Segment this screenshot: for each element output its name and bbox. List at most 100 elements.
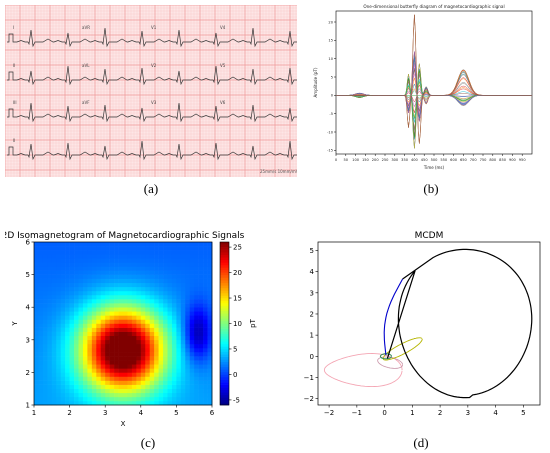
heatmap-cell (167, 278, 173, 284)
heatmap-cell (51, 282, 57, 288)
heatmap-cell (118, 258, 124, 263)
heatmap-cell (105, 242, 110, 247)
heatmap-cell (56, 352, 61, 357)
heatmap-cell (74, 380, 79, 385)
heatmap-cell (131, 388, 137, 394)
heatmap-cell (82, 327, 88, 332)
heatmap-cell (34, 327, 39, 332)
heatmap-cell (185, 278, 191, 284)
heatmap-cell (42, 380, 48, 385)
heatmap-cell (154, 352, 159, 357)
x-tick-label: 0 (335, 158, 338, 162)
heatmap-cell (114, 242, 119, 247)
heatmap-cell (51, 250, 57, 255)
heatmap-cell (74, 274, 79, 279)
heatmap-cell (105, 254, 110, 259)
heatmap-cell (145, 323, 150, 328)
heatmap-cell (96, 242, 102, 247)
heatmap-cell (82, 250, 88, 255)
heatmap-cell (198, 364, 204, 369)
heatmap-cell (140, 343, 146, 349)
colorbar-step (220, 348, 229, 352)
heatmap-cell (154, 327, 159, 332)
heatmap-cell (118, 347, 124, 353)
heatmap-cell (47, 315, 53, 320)
heatmap-cell (149, 372, 155, 377)
heatmap-cell (127, 376, 133, 381)
colorbar-step (220, 382, 229, 385)
heatmap-cell (194, 258, 199, 263)
heatmap-cell (176, 331, 182, 337)
heatmap-cell (56, 392, 61, 398)
heatmap-cell (91, 376, 97, 381)
heatmap-cell (65, 250, 70, 255)
heatmap-cell (34, 388, 39, 394)
heatmap-cell (82, 372, 88, 377)
heatmap-cell (65, 323, 70, 328)
heatmap-cell (158, 364, 164, 369)
heatmap-cell (167, 262, 173, 267)
heatmap-cell (203, 356, 208, 361)
heatmap-cell (56, 396, 61, 402)
heatmap-cell (34, 278, 39, 284)
x-tick-label: 800 (489, 158, 497, 162)
heatmap-cell (65, 331, 70, 337)
heatmap-cell (136, 258, 142, 263)
heatmap-cell (198, 343, 204, 349)
heatmap-cell (207, 303, 213, 308)
heatmap-cell (69, 388, 75, 394)
heatmap-cell (118, 335, 124, 341)
colorbar-step (220, 402, 229, 406)
heatmap-cell (149, 396, 155, 402)
heatmap-cell (207, 335, 213, 341)
heatmap-cell (87, 290, 93, 296)
heatmap-cell (145, 364, 150, 369)
heatmap-cell (60, 339, 66, 345)
heatmap-cell (131, 335, 137, 341)
heatmap-cell (149, 343, 155, 349)
heatmap-cell (163, 388, 168, 394)
heatmap-cell (109, 254, 115, 259)
heatmap-cell (154, 258, 159, 263)
heatmap-cell (154, 392, 159, 398)
heatmap-cell (38, 372, 44, 377)
heatmap-cell (194, 392, 199, 398)
heatmap-cell (91, 372, 97, 377)
heatmap-cell (158, 290, 164, 296)
heatmap-cell (100, 347, 106, 353)
heatmap-cell (65, 290, 70, 296)
heatmap-cell (34, 364, 39, 369)
heatmap-cell (163, 331, 168, 337)
heatmap-cell (74, 315, 79, 320)
heatmap-cell (51, 307, 57, 312)
heatmap-cell (198, 262, 204, 267)
heatmap-cell (149, 315, 155, 320)
heatmap-cell (145, 266, 150, 271)
heatmap-cell (34, 335, 39, 341)
heatmap-cell (171, 380, 177, 385)
heatmap-cell (171, 352, 177, 357)
heatmap-cell (203, 352, 208, 357)
heatmap-cell (171, 242, 177, 247)
heatmap-cell (96, 388, 102, 394)
heatmap-cell (154, 347, 159, 353)
heatmap-cell (154, 266, 159, 271)
heatmap-cell (189, 331, 195, 337)
heatmap-cell (60, 250, 66, 255)
heatmap-cell (60, 274, 66, 279)
heatmap-cell (109, 323, 115, 328)
heatmap-cell (34, 372, 39, 377)
heatmap-cell (47, 347, 53, 353)
heatmap-cell (82, 360, 88, 365)
lead-label: V2 (151, 63, 157, 68)
heatmap-cell (136, 335, 142, 341)
heatmap-cell (189, 242, 195, 247)
heatmap-cell (158, 400, 164, 406)
colorbar-step (220, 252, 229, 256)
heatmap-cell (127, 356, 133, 361)
heatmap-cell (207, 242, 213, 247)
heatmap-cell (114, 384, 119, 390)
heatmap-cell (140, 372, 146, 377)
heatmap-cell (114, 254, 119, 259)
heatmap-cell (207, 352, 213, 357)
